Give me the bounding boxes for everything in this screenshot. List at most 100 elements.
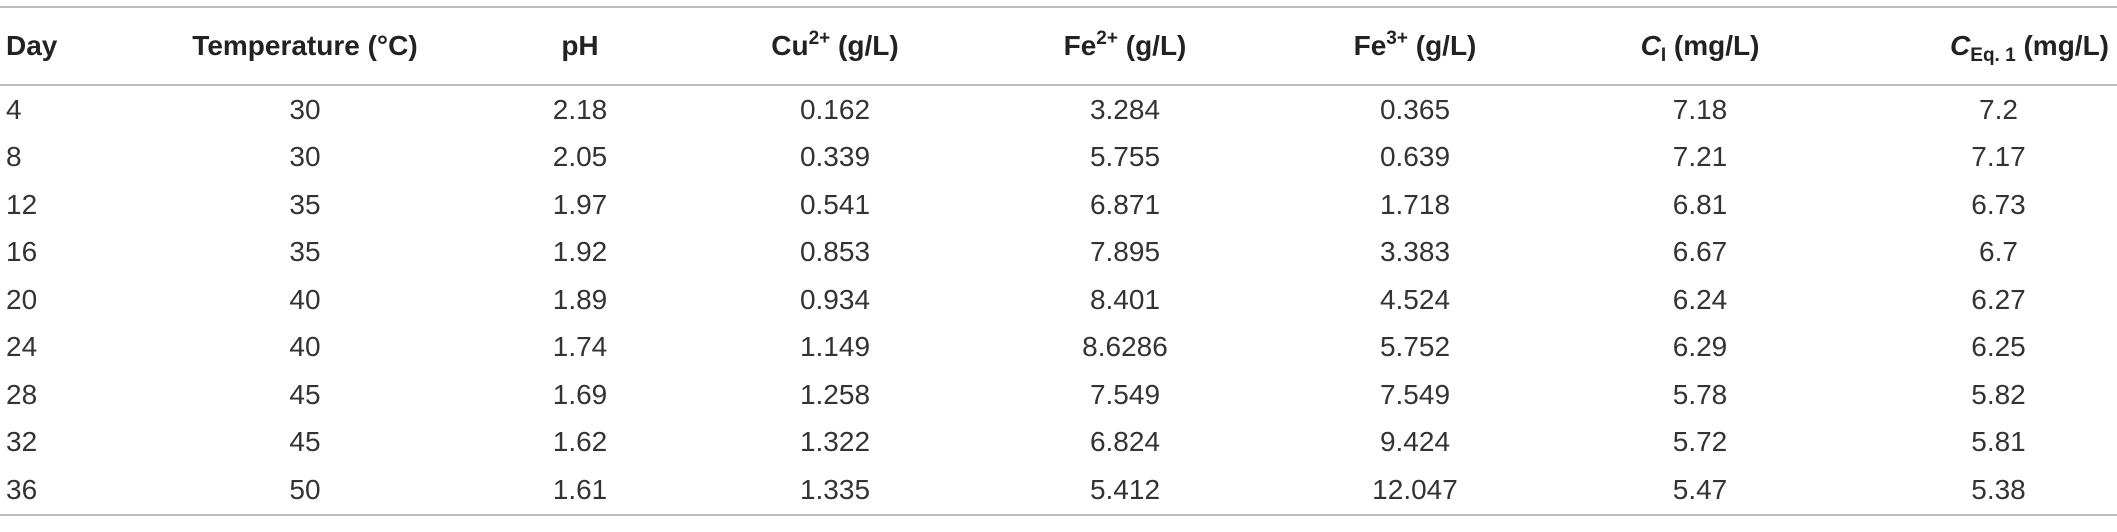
cell-fe3: 1.718 — [1379, 188, 1451, 220]
cell-fe3: 0.365 — [1379, 93, 1451, 125]
cell-fe3: 7.549 — [1379, 378, 1451, 410]
header-cu-charge: 2+ — [808, 28, 831, 49]
cell-fe2: 5.755 — [1089, 141, 1161, 173]
data-table: Day Temperature (°C) pH Cu2+ (g/L) Fe2+ … — [0, 6, 2117, 516]
cell-fe2: 6.824 — [1089, 426, 1161, 458]
header-ceq-subscript: Eq. 1 — [1970, 45, 2016, 66]
cell-cu: 0.339 — [799, 141, 871, 173]
cell-fe2: 7.895 — [1089, 236, 1161, 268]
header-fe2-charge: 2+ — [1096, 28, 1118, 49]
cell-ci: 7.21 — [1672, 141, 1728, 173]
table-row: 4 30 2.18 0.162 3.284 0.365 7.18 7.2 — [0, 85, 2117, 134]
header-ph: pH — [561, 30, 599, 61]
cell-temperature: 30 — [289, 93, 321, 125]
cell-ph: 1.92 — [552, 236, 608, 268]
cell-ceq: 5.82 — [1971, 378, 2026, 410]
cell-temperature: 40 — [289, 331, 321, 363]
cell-ceq: 6.7 — [1979, 236, 2018, 268]
cell-cu: 1.149 — [799, 331, 871, 363]
cell-ceq: 5.38 — [1971, 473, 2026, 505]
cell-fe2: 5.412 — [1089, 473, 1161, 505]
cell-ph: 2.18 — [552, 93, 608, 125]
header-fe3-base: Fe — [1353, 30, 1387, 61]
cell-ceq: 6.25 — [1971, 331, 2026, 363]
cell-ci: 7.18 — [1672, 93, 1728, 125]
cell-temperature: 35 — [289, 236, 321, 268]
cell-cu: 0.541 — [799, 188, 871, 220]
header-ceq-unit: (mg/L) — [2015, 30, 2109, 61]
cell-day: 16 — [6, 236, 38, 268]
cell-temperature: 45 — [289, 426, 321, 458]
table-row: 8 30 2.05 0.339 5.755 0.639 7.21 7.17 — [0, 134, 2117, 182]
table-row: 12 35 1.97 0.541 6.871 1.718 6.81 6.73 — [0, 181, 2117, 229]
table-row: 16 35 1.92 0.853 7.895 3.383 6.67 6.7 — [0, 229, 2117, 277]
cell-temperature: 40 — [289, 283, 321, 315]
cell-fe3: 12.047 — [1372, 473, 1458, 505]
cell-cu: 0.162 — [799, 93, 871, 125]
table-row: 36 50 1.61 1.335 5.412 12.047 5.47 5.38 — [0, 466, 2117, 515]
cell-temperature: 45 — [289, 378, 321, 410]
cell-ceq: 6.73 — [1971, 188, 2026, 220]
header-ci-subscript: I — [1660, 45, 1667, 66]
header-fe2-base: Fe — [1063, 30, 1097, 61]
table-row: 32 45 1.62 1.322 6.824 9.424 5.72 5.81 — [0, 419, 2117, 467]
cell-ci: 6.29 — [1672, 331, 1728, 363]
cell-day: 8 — [6, 141, 22, 173]
header-cu-base: Cu — [771, 30, 809, 61]
cell-fe3: 5.752 — [1379, 331, 1451, 363]
cell-cu: 1.322 — [799, 426, 871, 458]
header-ceq-base: C — [1950, 30, 1971, 61]
cell-ceq: 7.2 — [1979, 93, 2018, 125]
header-row: Day Temperature (°C) pH Cu2+ (g/L) Fe2+ … — [0, 7, 2117, 85]
cell-ci: 5.72 — [1672, 426, 1728, 458]
cell-day: 4 — [6, 93, 22, 125]
header-ci: CI (mg/L) — [1560, 7, 1840, 85]
header-cu-unit: (g/L) — [830, 30, 899, 61]
header-fe3-charge: 3+ — [1386, 28, 1408, 49]
cell-ci: 6.24 — [1672, 283, 1728, 315]
table-row: 28 45 1.69 1.258 7.549 7.549 5.78 5.82 — [0, 371, 2117, 419]
cell-temperature: 35 — [289, 188, 321, 220]
cell-day: 24 — [6, 331, 38, 363]
header-fe3: Fe3+ (g/L) — [1270, 7, 1560, 85]
header-cu: Cu2+ (g/L) — [690, 7, 980, 85]
cell-ci: 6.81 — [1672, 188, 1728, 220]
cell-cu: 1.258 — [799, 378, 871, 410]
cell-fe2: 8.401 — [1089, 283, 1161, 315]
cell-day: 20 — [6, 283, 38, 315]
cell-fe2: 8.6286 — [1082, 331, 1168, 363]
cell-fe3: 9.424 — [1379, 426, 1451, 458]
header-ci-base: C — [1640, 30, 1661, 61]
header-fe2-unit: (g/L) — [1117, 30, 1187, 61]
header-ci-unit: (mg/L) — [1666, 30, 1760, 61]
cell-ph: 1.62 — [552, 426, 608, 458]
header-fe3-unit: (g/L) — [1407, 30, 1477, 61]
cell-ph: 1.97 — [552, 188, 608, 220]
header-fe2: Fe2+ (g/L) — [980, 7, 1270, 85]
cell-ph: 2.05 — [552, 141, 608, 173]
cell-fe2: 6.871 — [1089, 188, 1161, 220]
cell-day: 32 — [6, 426, 38, 458]
cell-cu: 0.934 — [799, 283, 871, 315]
cell-ceq: 6.27 — [1971, 283, 2026, 315]
table-row: 20 40 1.89 0.934 8.401 4.524 6.24 6.27 — [0, 276, 2117, 324]
cell-temperature: 30 — [289, 141, 321, 173]
cell-cu: 0.853 — [799, 236, 871, 268]
cell-ci: 5.78 — [1672, 378, 1728, 410]
header-temperature: Temperature (°C) — [192, 30, 418, 61]
cell-ceq: 5.81 — [1971, 426, 2026, 458]
cell-ci: 6.67 — [1672, 236, 1728, 268]
table-row: 24 40 1.74 1.149 8.6286 5.752 6.29 6.25 — [0, 324, 2117, 372]
cell-ph: 1.74 — [552, 331, 608, 363]
cell-fe3: 3.383 — [1379, 236, 1451, 268]
cell-day: 28 — [6, 378, 38, 410]
header-day: Day — [6, 30, 58, 61]
cell-fe3: 4.524 — [1379, 283, 1451, 315]
cell-ci: 5.47 — [1672, 473, 1728, 505]
cell-ph: 1.61 — [552, 473, 608, 505]
cell-ceq: 7.17 — [1971, 141, 2026, 173]
cell-ph: 1.69 — [552, 378, 608, 410]
cell-fe3: 0.639 — [1379, 141, 1451, 173]
cell-ph: 1.89 — [552, 283, 608, 315]
